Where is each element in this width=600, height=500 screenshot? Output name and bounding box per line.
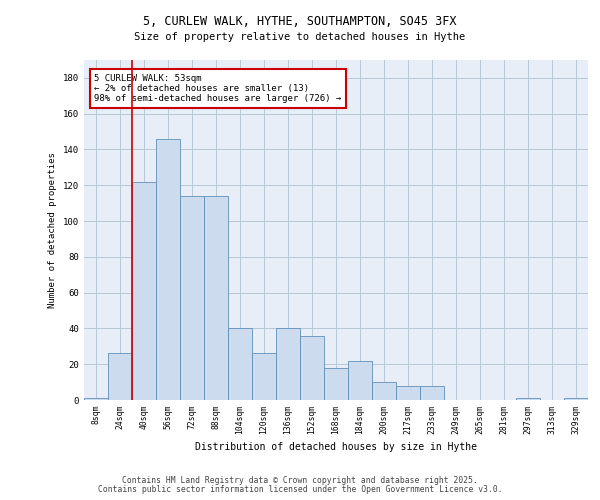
Text: 5 CURLEW WALK: 53sqm
← 2% of detached houses are smaller (13)
98% of semi-detach: 5 CURLEW WALK: 53sqm ← 2% of detached ho… (94, 74, 341, 104)
Text: Contains HM Land Registry data © Crown copyright and database right 2025.: Contains HM Land Registry data © Crown c… (122, 476, 478, 485)
Bar (276, 328, 300, 400)
Bar (132, 182, 156, 400)
Bar (420, 386, 444, 400)
Bar (204, 196, 228, 400)
Bar (108, 354, 132, 400)
Bar (228, 328, 252, 400)
Bar (300, 336, 324, 400)
Bar (180, 196, 204, 400)
Bar (156, 138, 180, 400)
Text: 5, CURLEW WALK, HYTHE, SOUTHAMPTON, SO45 3FX: 5, CURLEW WALK, HYTHE, SOUTHAMPTON, SO45… (143, 15, 457, 28)
Bar (372, 382, 396, 400)
Bar (252, 354, 276, 400)
Bar (564, 398, 588, 400)
Bar (516, 398, 540, 400)
Y-axis label: Number of detached properties: Number of detached properties (49, 152, 58, 308)
Text: Contains public sector information licensed under the Open Government Licence v3: Contains public sector information licen… (98, 485, 502, 494)
Bar (348, 360, 372, 400)
Text: Size of property relative to detached houses in Hythe: Size of property relative to detached ho… (134, 32, 466, 42)
Bar (396, 386, 420, 400)
X-axis label: Distribution of detached houses by size in Hythe: Distribution of detached houses by size … (195, 442, 477, 452)
Bar (324, 368, 348, 400)
Bar (84, 398, 108, 400)
